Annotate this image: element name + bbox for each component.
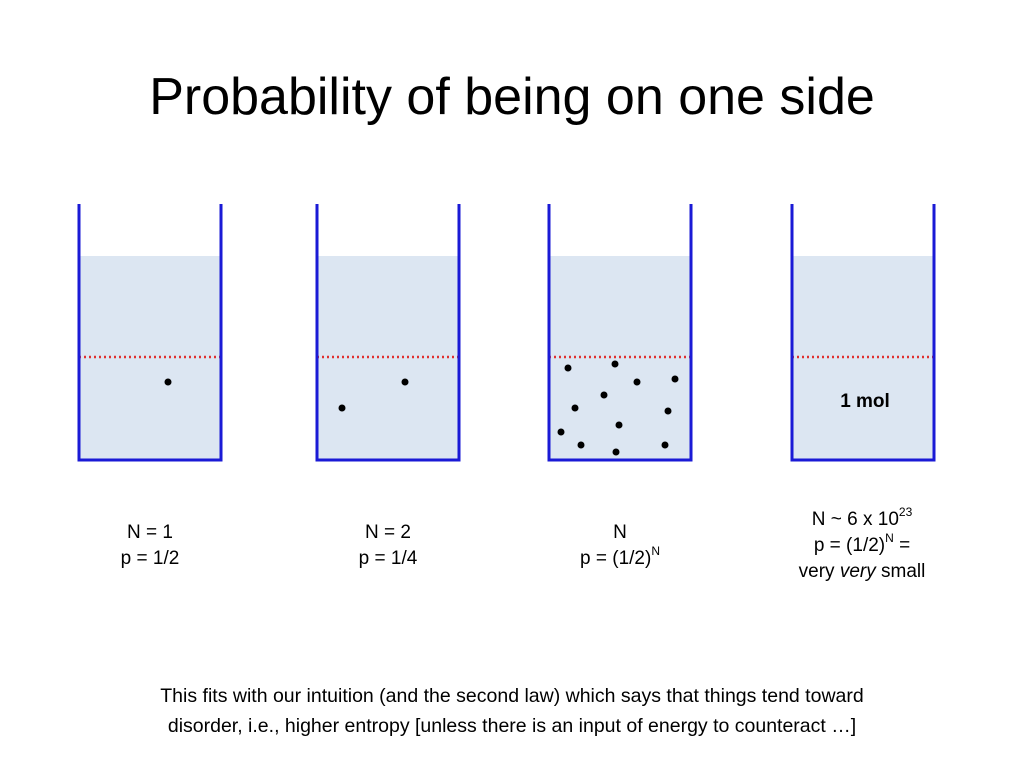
particle — [664, 407, 672, 415]
caption-mol-line2-text: p = (1/2) — [813, 535, 886, 556]
caption-mol-line2-suffix: = — [893, 535, 911, 556]
container-walls — [790, 204, 936, 462]
particle — [577, 441, 585, 449]
caption-mol-line3-after: small — [875, 561, 926, 582]
particle — [401, 378, 409, 386]
slide-title: Probability of being on one side — [149, 68, 875, 126]
container-walls — [315, 204, 461, 462]
particle — [611, 360, 619, 368]
caption-mol-line2: p = (1/2)N = — [752, 530, 972, 559]
particle — [633, 378, 641, 386]
caption-nN-line1: N — [613, 522, 627, 543]
particle — [571, 404, 579, 412]
footer-text: This fits with our intuition (and the se… — [40, 681, 984, 741]
mol-label: 1 mol — [840, 391, 890, 412]
footer-line1: This fits with our intuition (and the se… — [160, 685, 864, 707]
container-n1 — [77, 204, 223, 462]
particle — [612, 448, 620, 456]
particle — [671, 375, 679, 383]
container-nN-graphic — [547, 204, 693, 462]
caption-mol-exponent: 23 — [898, 504, 913, 519]
caption-mol-line2-exponent: N — [885, 530, 894, 545]
particle — [338, 404, 346, 412]
particle — [600, 391, 608, 399]
caption-nN-line2-text: p = (1/2) — [580, 548, 652, 569]
caption-n1: N = 1 p = 1/2 — [40, 520, 260, 572]
particle — [564, 364, 572, 372]
caption-n2-line1: N = 2 — [365, 522, 411, 543]
caption-mol-line3: very very small — [752, 559, 972, 585]
caption-mol: N ~ 6 x 1023 p = (1/2)N = very very smal… — [752, 504, 972, 585]
caption-n2: N = 2 p = 1/4 — [278, 520, 498, 572]
particle — [164, 378, 172, 386]
container-mol-graphic — [790, 204, 936, 462]
container-walls — [547, 204, 693, 462]
caption-n1-line2: p = 1/2 — [120, 548, 180, 569]
container-n2-graphic — [315, 204, 461, 462]
caption-nN-line2: p = (1/2)N — [510, 543, 730, 572]
caption-mol-line1: N ~ 6 x 1023 — [752, 504, 972, 533]
particle — [557, 428, 565, 436]
caption-mol-line3-italic: very — [839, 561, 876, 582]
caption-n1-line1: N = 1 — [127, 522, 173, 543]
container-mol: 1 mol — [790, 204, 936, 462]
container-n1-graphic — [77, 204, 223, 462]
footer-line2: disorder, i.e., higher entropy [unless t… — [167, 715, 857, 737]
particle — [661, 441, 669, 449]
caption-mol-line3-before: very — [798, 561, 840, 582]
caption-n2-line2: p = 1/4 — [358, 548, 418, 569]
caption-mol-line1-text: N ~ 6 x 10 — [811, 509, 899, 530]
container-walls — [77, 204, 223, 462]
caption-nN-exponent: N — [651, 543, 660, 558]
caption-nN: N p = (1/2)N — [510, 520, 730, 572]
container-n2 — [315, 204, 461, 462]
particle — [615, 421, 623, 429]
container-nN — [547, 204, 693, 462]
